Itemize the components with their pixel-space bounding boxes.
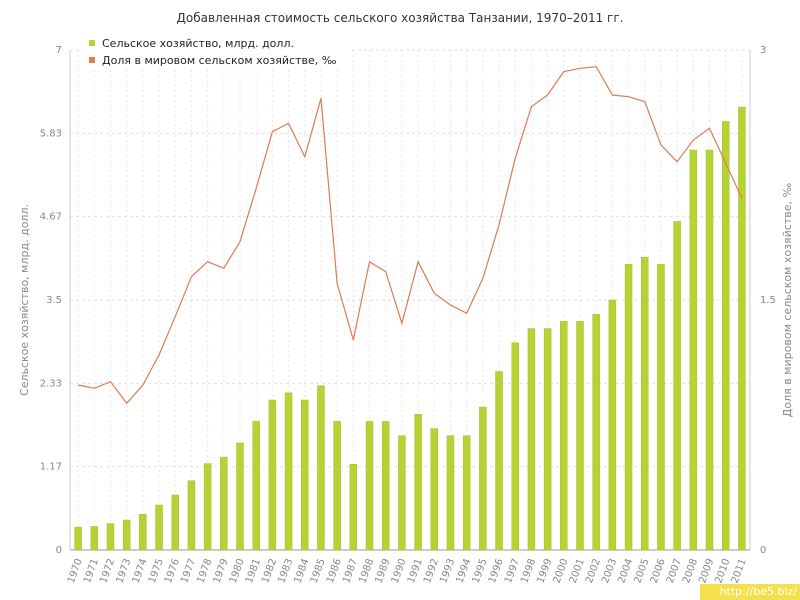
- bar: [657, 264, 665, 551]
- left-tick-label: 5.83: [40, 128, 62, 139]
- bar: [155, 504, 163, 551]
- bar: [641, 256, 649, 551]
- bar: [624, 264, 633, 551]
- left-tick-label: 2.33: [40, 378, 62, 389]
- right-axis-ticks: 01.53: [760, 45, 776, 556]
- bar: [317, 385, 325, 551]
- bar: [74, 526, 82, 551]
- legend-label-line: Доля в мировом сельском хозяйстве, ‰: [102, 54, 337, 67]
- bar: [495, 371, 503, 551]
- bar: [543, 328, 552, 551]
- left-tick-label: 7: [56, 45, 62, 56]
- bar: [106, 523, 115, 551]
- bar-series: [74, 106, 746, 551]
- bar: [139, 514, 147, 551]
- bar: [171, 494, 179, 551]
- legend-swatch-line: [89, 57, 95, 63]
- left-tick-label: 1.17: [40, 462, 62, 473]
- x-tick-label: 2011: [730, 557, 749, 585]
- bar: [252, 421, 260, 551]
- bar: [365, 421, 374, 551]
- bar: [414, 414, 422, 551]
- bar: [446, 435, 455, 551]
- left-tick-label: 4.67: [40, 212, 62, 223]
- bar: [576, 321, 584, 551]
- bar: [333, 421, 341, 551]
- bar: [236, 442, 244, 551]
- chart-title: Добавленная стоимость сельского хозяйств…: [177, 11, 624, 25]
- bar: [608, 299, 617, 551]
- right-axis-label: Доля в мировом сельском хозяйстве, ‰: [781, 183, 794, 418]
- bar: [122, 519, 131, 551]
- legend-background: [80, 34, 352, 70]
- bar: [381, 421, 390, 551]
- left-axis-label: Сельское хозяйство, млрд. долл.: [18, 204, 31, 396]
- bar: [220, 456, 228, 551]
- bar: [527, 328, 536, 551]
- right-tick-label: 0: [760, 545, 766, 556]
- bar: [301, 399, 309, 551]
- legend: Сельское хозяйство, млрд. долл. Доля в м…: [80, 34, 352, 70]
- bar: [592, 314, 600, 551]
- bar: [349, 464, 358, 551]
- right-tick-label: 3: [760, 45, 766, 56]
- line-path: [77, 66, 743, 405]
- bar: [721, 121, 730, 551]
- bar: [705, 149, 714, 551]
- bar: [689, 149, 698, 551]
- bar: [284, 392, 293, 551]
- left-tick-label: 0: [56, 545, 62, 556]
- x-axis-ticks: 1970197119721973197419751976197719781979…: [66, 557, 749, 585]
- left-tick-label: 3.5: [46, 295, 62, 306]
- bar: [738, 106, 746, 551]
- legend-swatch-bars: [89, 40, 95, 46]
- line-series: [77, 66, 743, 405]
- left-axis-ticks: 0 1.17 2.33 3.5 4.67 5.83 7: [40, 45, 62, 556]
- bar: [479, 406, 487, 551]
- bar: [268, 399, 277, 551]
- bar: [430, 428, 439, 551]
- bar: [511, 342, 519, 551]
- legend-label-bars: Сельское хозяйство, млрд. долл.: [102, 37, 294, 50]
- watermark: http://be5.biz/: [700, 584, 800, 600]
- bar: [203, 463, 212, 551]
- bar: [560, 321, 568, 551]
- bar: [673, 221, 681, 551]
- right-tick-label: 1.5: [760, 295, 776, 306]
- bar: [462, 435, 471, 551]
- bar: [187, 480, 196, 551]
- bar: [398, 435, 406, 551]
- bar: [90, 526, 99, 551]
